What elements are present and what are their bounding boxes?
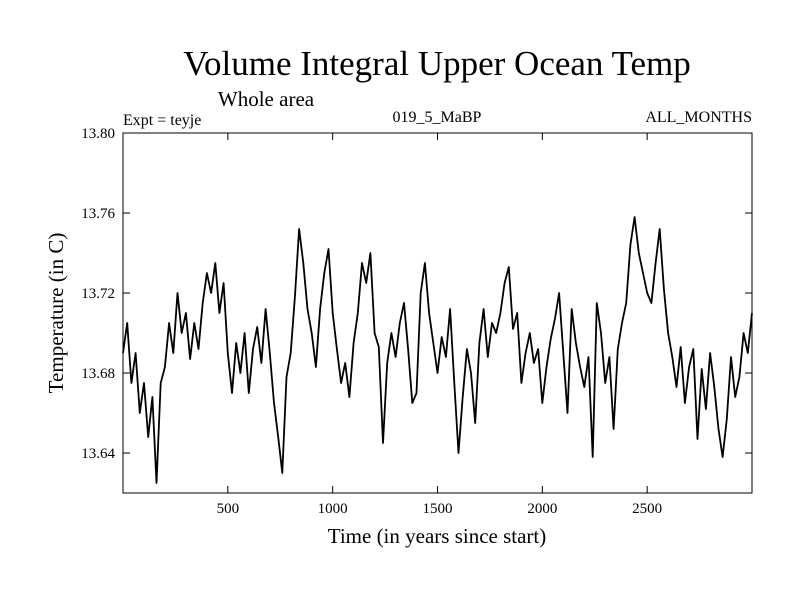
x-tick-label: 2000: [527, 501, 557, 517]
y-tick-label: 13.80: [81, 126, 115, 142]
series-layer: [122, 216, 753, 484]
x-tick-label: 500: [217, 501, 240, 517]
y-tick-label: 13.68: [81, 366, 115, 382]
y-axis-label: Temperature (in C): [44, 233, 68, 394]
y-tick-label: 13.72: [81, 286, 115, 302]
x-tick-label: 2500: [632, 501, 662, 517]
experiment-label: Expt = teyje: [123, 112, 201, 129]
y-tick-label: 13.64: [81, 446, 115, 462]
x-axis-ticks: 500 1000 1500 2000 2500: [217, 133, 662, 517]
months-label: ALL_MONTHS: [645, 109, 752, 126]
x-axis-label: Time (in years since start): [328, 524, 547, 548]
chart-title: Volume Integral Upper Ocean Temp: [183, 44, 690, 83]
series-line: [122, 216, 753, 484]
plot-frame: [122, 132, 753, 494]
chart-subtitle: Whole area: [218, 87, 315, 111]
x-tick-label: 1500: [423, 501, 453, 517]
y-tick-label: 13.76: [81, 206, 115, 222]
run-label: 019_5_MaBP: [393, 109, 482, 126]
x-tick-label: 1000: [318, 501, 348, 517]
y-axis-ticks: 13.64 13.68 13.72 13.76 13.80: [81, 126, 752, 462]
